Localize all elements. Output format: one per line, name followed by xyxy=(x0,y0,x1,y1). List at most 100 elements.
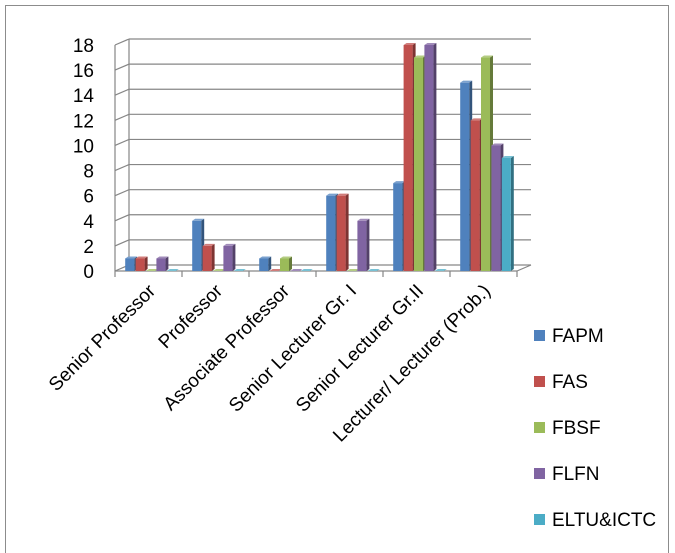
y-tick-label: 8 xyxy=(83,162,94,183)
x-category-label: Senior Lecturer Gr. I xyxy=(225,281,361,417)
legend-label: FAS xyxy=(552,372,588,393)
bar-top xyxy=(259,256,272,259)
bar-top xyxy=(491,143,504,146)
bar xyxy=(300,269,313,271)
bar-side xyxy=(144,256,148,271)
legend-item: FBSF xyxy=(534,418,601,439)
legend-item: ELTU&ICTC xyxy=(534,510,656,531)
bar-front xyxy=(336,195,346,271)
bar xyxy=(481,55,493,271)
bar xyxy=(146,269,158,271)
bar-top xyxy=(300,269,313,271)
bar-top xyxy=(146,269,158,271)
bar-top xyxy=(135,256,148,259)
bar-top xyxy=(125,256,138,259)
bar-front xyxy=(280,258,289,271)
legend: FAPM FAS FBSF FLFN ELTU&ICTC xyxy=(534,326,656,531)
bar-top xyxy=(414,55,426,58)
bar xyxy=(269,269,282,271)
bar-front xyxy=(424,45,434,271)
bar-side xyxy=(232,243,236,271)
bar xyxy=(223,243,236,271)
bar xyxy=(125,256,138,271)
legend-label: ELTU&ICTC xyxy=(552,510,656,531)
bar-side xyxy=(268,256,272,271)
bar-front xyxy=(135,258,145,271)
bar xyxy=(280,256,292,271)
bar-front xyxy=(481,57,490,271)
bar xyxy=(259,256,272,271)
bar xyxy=(290,269,303,271)
bar-front xyxy=(223,245,233,271)
bar-top xyxy=(223,243,236,246)
bar-front xyxy=(259,258,269,271)
bar-top xyxy=(501,156,514,158)
bar-top xyxy=(424,43,437,45)
bar xyxy=(213,269,225,271)
bar-top xyxy=(470,118,483,121)
x-category-label: Senior Professor xyxy=(45,280,160,395)
bars xyxy=(125,43,514,272)
bar-top xyxy=(393,181,406,184)
legend-label: FAPM xyxy=(552,326,604,347)
bar-top xyxy=(481,55,493,58)
gridline-diagonal xyxy=(114,138,130,146)
bar-side xyxy=(211,243,215,271)
bar-top xyxy=(202,243,215,246)
bar xyxy=(357,218,370,271)
gridline-diagonal xyxy=(114,38,130,46)
bar-side xyxy=(165,256,169,271)
legend-swatch xyxy=(534,376,545,387)
bar xyxy=(202,243,215,271)
bar-side xyxy=(345,193,349,271)
bar xyxy=(326,193,339,271)
bar xyxy=(424,43,437,271)
y-tick-label: 4 xyxy=(83,212,94,233)
bar xyxy=(166,269,179,271)
gridline-diagonal xyxy=(114,88,130,96)
x-category-label: Senior Lecturer Gr.II xyxy=(292,281,428,417)
bar-top xyxy=(460,80,473,83)
bar xyxy=(501,156,514,271)
floor-edge xyxy=(516,264,532,272)
x-category-label: Associate Professor xyxy=(160,280,295,415)
bar xyxy=(156,256,169,271)
bar-top xyxy=(434,269,447,271)
bar xyxy=(460,80,473,272)
bar xyxy=(491,143,504,271)
y-tick-label: 12 xyxy=(73,111,94,132)
bar-front xyxy=(202,245,212,271)
gridline-diagonal xyxy=(114,214,130,222)
bar-top xyxy=(290,269,303,271)
bar-front xyxy=(156,258,166,271)
bar xyxy=(233,269,246,271)
bar xyxy=(367,269,380,271)
bar-top xyxy=(347,269,359,271)
bar-side xyxy=(289,256,292,271)
bar-top xyxy=(213,269,225,271)
bar-top xyxy=(156,256,169,259)
bar-top xyxy=(269,269,282,271)
legend-swatch xyxy=(534,514,545,525)
bar xyxy=(434,269,447,271)
bar-top xyxy=(280,256,292,259)
bar-front xyxy=(470,120,480,271)
bar-top xyxy=(336,193,349,196)
bar-top xyxy=(166,269,179,271)
y-tick-label: 14 xyxy=(73,86,95,107)
bar-front xyxy=(125,258,135,271)
chart-frame xyxy=(5,5,669,553)
gridline-diagonal xyxy=(114,189,130,197)
legend-item: FLFN xyxy=(534,464,600,485)
bar xyxy=(470,118,483,271)
legend-swatch xyxy=(534,422,545,433)
y-tick-label: 18 xyxy=(73,36,94,57)
bar-top xyxy=(233,269,246,271)
bar-side xyxy=(433,43,437,271)
gridline-diagonal xyxy=(114,63,130,71)
y-tick-label: 10 xyxy=(73,136,94,157)
bar-top xyxy=(192,218,205,221)
gridline-diagonal xyxy=(114,113,130,121)
